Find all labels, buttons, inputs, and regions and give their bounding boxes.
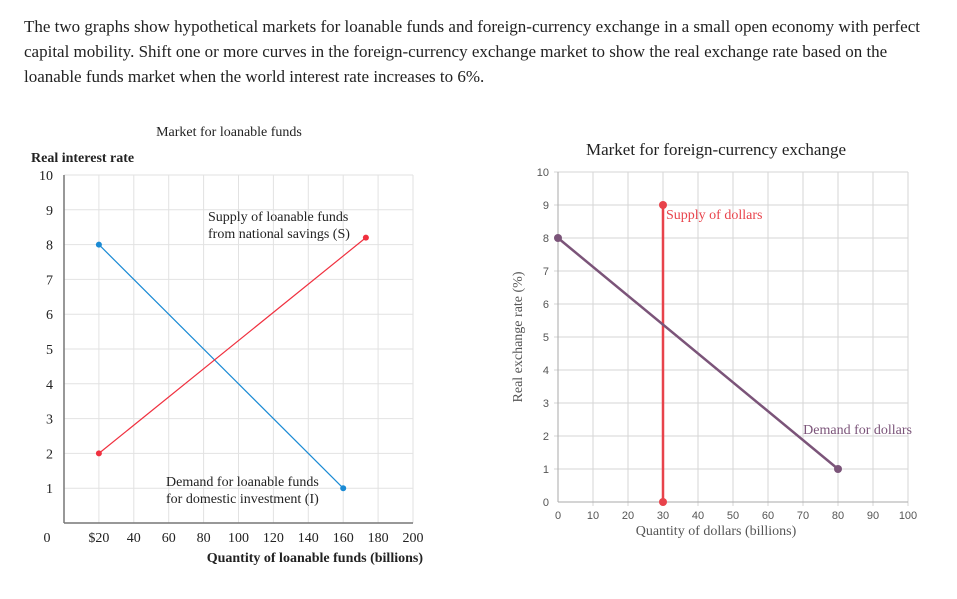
y-tick-label: 2 — [543, 431, 549, 443]
y-tick-label: 6 — [46, 308, 53, 323]
x-tick-label: 180 — [368, 531, 389, 546]
chart-title: Market for foreign-currency exchange — [586, 140, 846, 159]
series-line — [98, 237, 367, 454]
x-tick-label: 90 — [867, 510, 879, 522]
y-tick-label: 6 — [543, 299, 549, 311]
x-tick-label: 10 — [587, 510, 599, 522]
y-tick-label: 7 — [46, 273, 53, 288]
x-tick-label: 40 — [127, 531, 141, 546]
x-tick-label: 60 — [762, 510, 774, 522]
series-line — [557, 237, 839, 470]
y-tick-label: 9 — [543, 200, 549, 212]
x-tick-label: 30 — [657, 510, 669, 522]
series-label: from national savings (S) — [208, 227, 350, 242]
x-tick-label: 60 — [162, 531, 176, 546]
x-tick-label: 80 — [197, 531, 211, 546]
series-label: Demand for dollars — [803, 423, 912, 438]
curve-handle[interactable] — [834, 465, 842, 473]
y-tick-label: 2 — [46, 447, 53, 462]
y-tick-label: 10 — [537, 167, 549, 179]
x-tick-label: 50 — [727, 510, 739, 522]
y-tick-label: 10 — [39, 169, 53, 184]
y-tick-label: 0 — [543, 497, 549, 509]
chart-title: Market for loanable funds — [156, 125, 302, 140]
y-tick-label: 8 — [46, 239, 53, 254]
x-tick-label: 120 — [263, 531, 284, 546]
y-tick-label: 8 — [543, 233, 549, 245]
curve-handle[interactable] — [659, 201, 667, 209]
x-tick-label: $20 — [88, 531, 109, 546]
y-tick-label: 1 — [46, 482, 53, 497]
y-axis-label: Real exchange rate (%) — [511, 271, 526, 402]
series-label: Demand for loanable funds — [166, 475, 319, 490]
x-tick-label: 40 — [692, 510, 704, 522]
data-point — [95, 241, 102, 248]
data-point — [95, 450, 102, 457]
y-tick-label: 3 — [46, 413, 53, 428]
x-tick-label: 0 — [44, 531, 51, 546]
y-tick-label: 7 — [543, 266, 549, 278]
y-tick-label: 3 — [543, 398, 549, 410]
y-tick-label: 5 — [543, 332, 549, 344]
y-axis-label: Real interest rate — [31, 151, 134, 166]
y-tick-label: 1 — [543, 464, 549, 476]
data-point — [362, 234, 369, 241]
x-axis-label: Quantity of dollars (billions) — [636, 524, 797, 539]
x-tick-label: 100 — [899, 510, 917, 522]
x-tick-label: 0 — [555, 510, 561, 522]
x-tick-label: 20 — [622, 510, 634, 522]
x-tick-label: 160 — [333, 531, 354, 546]
x-tick-label: 70 — [797, 510, 809, 522]
curve-handle[interactable] — [659, 498, 667, 506]
series-label: Supply of loanable funds — [208, 210, 348, 225]
x-axis-label: Quantity of loanable funds (billions) — [207, 551, 424, 566]
x-tick-label: 80 — [832, 510, 844, 522]
question-text: The two graphs show hypothetical markets… — [24, 17, 920, 86]
y-tick-label: 9 — [46, 204, 53, 219]
data-point — [340, 485, 347, 492]
curve-handle[interactable] — [554, 234, 562, 242]
series-label: Supply of dollars — [666, 208, 762, 223]
series-line — [98, 244, 344, 489]
y-tick-label: 4 — [46, 378, 53, 393]
y-tick-label: 5 — [46, 343, 53, 358]
x-tick-label: 100 — [228, 531, 249, 546]
x-tick-label: 140 — [298, 531, 319, 546]
x-tick-label: 200 — [403, 531, 424, 546]
series-label: for domestic investment (I) — [166, 492, 319, 507]
y-tick-label: 4 — [543, 365, 549, 377]
